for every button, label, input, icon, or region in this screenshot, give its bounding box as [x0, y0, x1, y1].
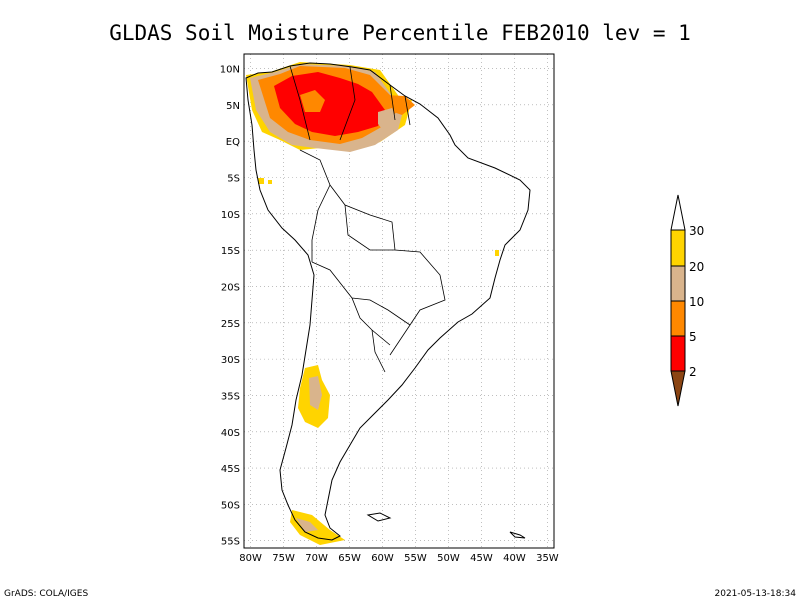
lon-tick-label: 40W [503, 553, 526, 564]
longitude-tick-labels: 80W 75W 70W 65W 60W 55W 50W 45W 40W 35W [239, 553, 559, 564]
anomaly-southern-tip-10-20 [296, 518, 318, 532]
lat-tick-label: 10N [220, 65, 240, 76]
lat-tick-label: 50S [221, 500, 240, 511]
legend-cap-bottom [670, 370, 686, 407]
coastlines [245, 62, 531, 541]
lat-tick-label: 10S [221, 210, 240, 221]
anomaly-ecuador-20-30 [258, 178, 264, 184]
anomaly-southern-tip-20-30 [290, 510, 345, 545]
lon-tick-label: 55W [404, 553, 427, 564]
legend-band-20-30 [670, 229, 686, 267]
lon-tick-label: 80W [239, 553, 262, 564]
legend-band-2-5 [670, 335, 686, 372]
latitude-tick-labels: 10N 5N EQ 5S 10S 15S 20S 25S 30S 35S 40S 45S 50S 55S [220, 65, 240, 548]
south-georgia-island [509, 531, 526, 539]
lon-tick-label: 35W [536, 553, 559, 564]
lon-tick-label: 70W [305, 553, 328, 564]
lat-tick-label: 20S [221, 282, 240, 293]
south-america-coast [245, 62, 531, 541]
lat-tick-label: 55S [221, 537, 240, 548]
lon-tick-label: 60W [371, 553, 394, 564]
lon-tick-label: 65W [338, 553, 361, 564]
color-legend: 30 20 10 5 2 [670, 194, 704, 407]
lon-tick-label: 50W [437, 553, 460, 564]
lat-tick-label: 35S [221, 391, 240, 402]
legend-label-30: 30 [689, 224, 704, 238]
lat-tick-label: 15S [221, 246, 240, 257]
anomaly-northeast-10-20 [378, 108, 398, 134]
lat-tick-label: 40S [221, 428, 240, 439]
lat-tick-label: 5S [227, 174, 240, 185]
footer-credit: GrADS: COLA/IGES [4, 589, 88, 599]
legend-label-2: 2 [689, 365, 697, 379]
legend-cap-top [670, 194, 686, 231]
legend-band-10-20 [670, 265, 686, 302]
lat-tick-label: 45S [221, 464, 240, 475]
map-title: GLDAS Soil Moisture Percentile FEB2010 l… [109, 21, 691, 45]
legend-band-5-10 [670, 300, 686, 337]
lat-tick-label: 25S [221, 319, 240, 330]
lat-tick-label: EQ [226, 137, 240, 148]
lon-tick-label: 75W [272, 553, 295, 564]
footer-timestamp: 2021-05-13-18:34 [715, 589, 797, 599]
lat-tick-label: 5N [226, 101, 240, 112]
anomaly-northern-2-5 [274, 72, 385, 136]
lat-tick-label: 30S [221, 355, 240, 366]
legend-label-10: 10 [689, 295, 704, 309]
falkland-islands [366, 512, 392, 522]
legend-label-20: 20 [689, 260, 704, 274]
legend-label-5: 5 [689, 330, 697, 344]
soil-moisture-shading [246, 62, 499, 545]
plot-frame [243, 53, 555, 549]
anomaly-andes-10-20 [309, 376, 322, 410]
anomaly-ecuador-20-30-b [268, 180, 272, 184]
anomaly-venezuela-5-10-patch [300, 90, 325, 112]
anomaly-northeast-coast-20-30 [495, 250, 499, 256]
country-borders [289, 65, 446, 373]
lon-tick-label: 45W [470, 553, 493, 564]
